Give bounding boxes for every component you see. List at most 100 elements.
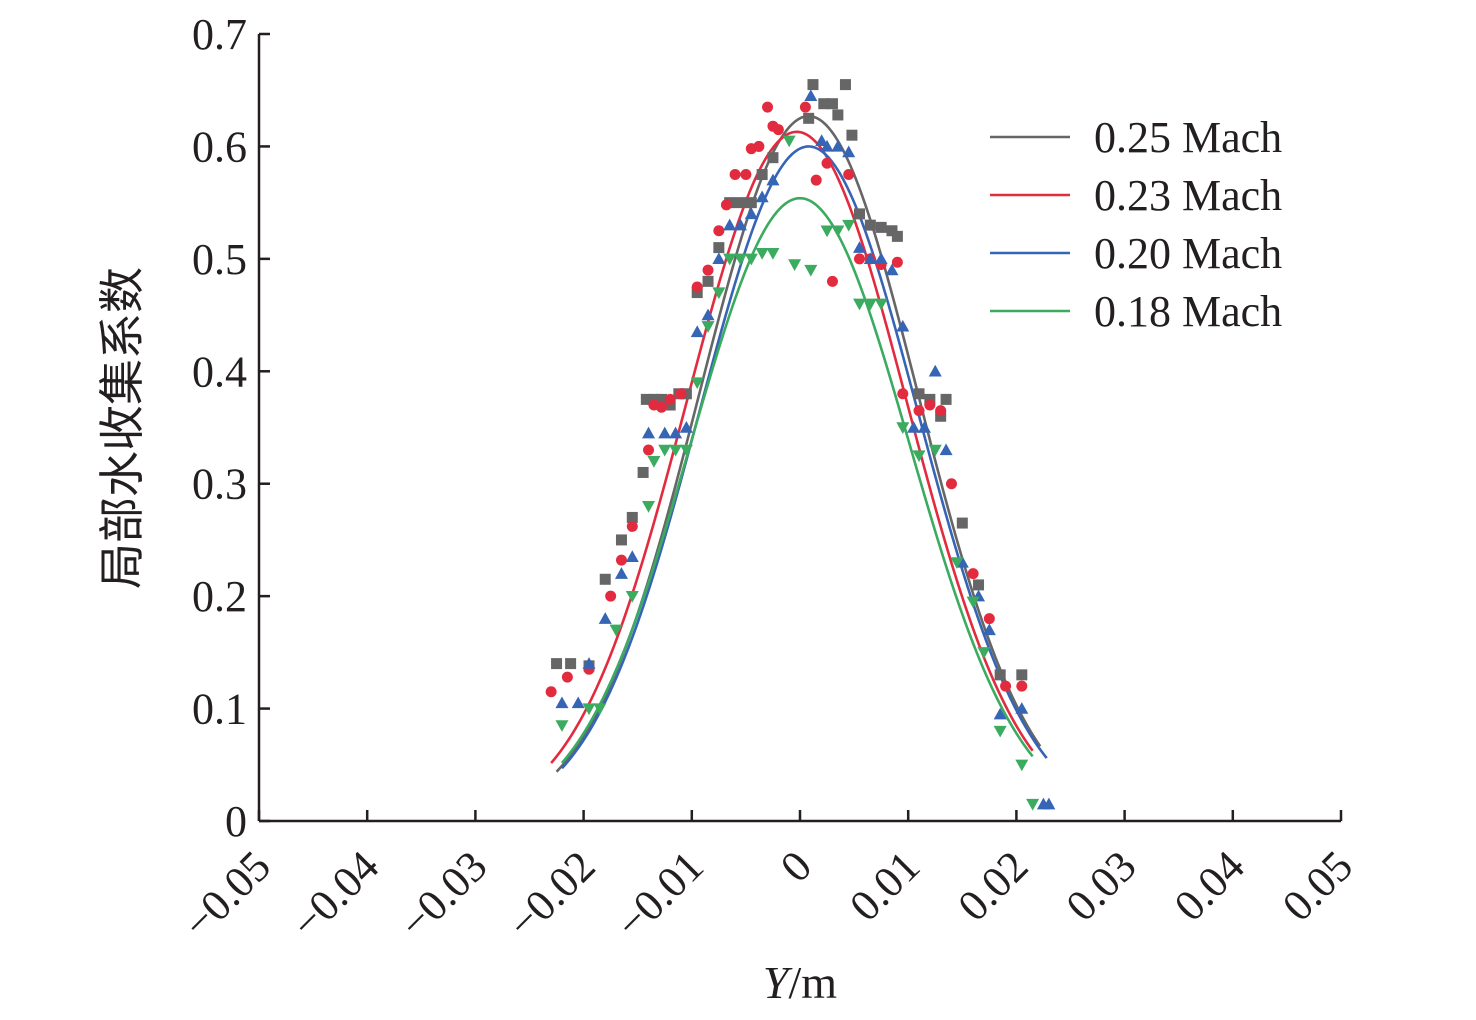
data-point <box>679 444 693 457</box>
data-point <box>555 696 569 709</box>
data-point <box>720 199 732 211</box>
data-point <box>740 169 752 181</box>
data-point <box>713 225 725 237</box>
data-point <box>615 554 627 566</box>
data-points <box>545 79 1056 811</box>
data-point <box>924 399 936 411</box>
data-point <box>647 456 661 468</box>
data-point <box>826 98 838 110</box>
data-point <box>831 225 845 238</box>
data-point <box>956 517 968 529</box>
legend: 0.25 Mach 0.23 Mach 0.20 Mach 0.18 Mach <box>990 113 1282 336</box>
data-point <box>642 501 656 513</box>
data-point <box>745 197 757 209</box>
data-point <box>863 298 877 311</box>
data-point <box>734 197 746 209</box>
data-point <box>832 109 844 121</box>
data-point <box>625 590 639 603</box>
data-point <box>1016 669 1028 681</box>
data-point <box>842 219 856 232</box>
data-point <box>755 248 769 260</box>
data-point <box>658 426 672 439</box>
x-axis-label: Y/m <box>763 957 837 1008</box>
data-point <box>804 264 818 277</box>
fit-curve-0-25-mach <box>555 114 1042 773</box>
x-tick-label: 0.03 <box>1057 841 1146 930</box>
x-tick-label: 0.01 <box>840 841 929 930</box>
data-point <box>599 573 611 585</box>
data-point <box>675 388 687 400</box>
data-point <box>815 134 829 147</box>
data-point <box>593 703 607 716</box>
data-point <box>891 256 903 268</box>
data-point <box>788 259 802 271</box>
data-point <box>843 169 855 181</box>
data-point <box>803 112 815 124</box>
data-point <box>1000 680 1012 692</box>
y-tick-label: 0.2 <box>192 572 247 621</box>
data-point <box>664 399 676 411</box>
data-point <box>690 325 704 338</box>
data-point <box>1042 797 1056 810</box>
x-tick-label: −0.02 <box>498 841 605 948</box>
data-point <box>874 298 888 311</box>
data-point <box>744 253 758 266</box>
fit-curves <box>550 114 1048 773</box>
data-point <box>853 241 867 253</box>
data-point <box>874 252 888 265</box>
data-point <box>755 190 769 203</box>
y-tick-label: 0.6 <box>192 122 247 171</box>
y-tick-label: 0.7 <box>192 10 247 59</box>
data-point <box>940 393 952 405</box>
legend-label: 0.18 Mach <box>1094 287 1282 336</box>
data-point <box>863 252 877 265</box>
x-tick-label: −0.04 <box>282 841 389 948</box>
data-point <box>729 169 741 181</box>
data-point <box>896 422 910 434</box>
data-point <box>664 393 676 405</box>
data-point <box>831 139 845 152</box>
data-point <box>733 218 747 231</box>
data-point <box>756 169 768 181</box>
data-point <box>767 152 779 164</box>
data-point <box>723 218 737 231</box>
data-point <box>826 275 838 287</box>
data-point <box>896 319 910 332</box>
data-point <box>982 623 996 636</box>
x-tick-label: −0.05 <box>173 841 280 948</box>
data-point <box>656 401 668 413</box>
data-point <box>582 703 596 716</box>
x-tick-label: −0.01 <box>606 841 713 948</box>
x-tick-label: 0.05 <box>1273 841 1362 930</box>
data-point <box>626 511 638 523</box>
data-point <box>820 139 834 152</box>
data-point <box>924 393 936 405</box>
data-point <box>640 393 652 405</box>
x-tick-label: −0.03 <box>390 841 497 948</box>
data-point <box>1016 680 1028 692</box>
data-point <box>690 377 704 390</box>
x-tick-label: 0.02 <box>948 841 1037 930</box>
data-point <box>1015 759 1029 772</box>
data-point <box>897 388 909 400</box>
data-point <box>839 79 851 91</box>
data-point <box>821 157 833 169</box>
y-axis-label: 局部水收集系数 <box>97 267 148 589</box>
data-point <box>701 308 715 321</box>
data-point <box>637 466 649 478</box>
data-point <box>854 253 866 265</box>
data-point <box>935 410 947 422</box>
y-tick-label: 0.4 <box>192 347 247 396</box>
x-axis-label-unit: /m <box>789 957 838 1008</box>
legend-label: 0.25 Mach <box>1094 113 1282 162</box>
x-axis-label-variable: Y <box>763 957 793 1008</box>
data-point <box>917 421 931 433</box>
data-point <box>642 426 656 439</box>
data-point <box>977 647 991 659</box>
data-point <box>679 421 693 433</box>
data-point <box>702 275 714 287</box>
data-point <box>928 444 942 457</box>
data-point <box>669 426 683 439</box>
data-point <box>913 405 925 417</box>
